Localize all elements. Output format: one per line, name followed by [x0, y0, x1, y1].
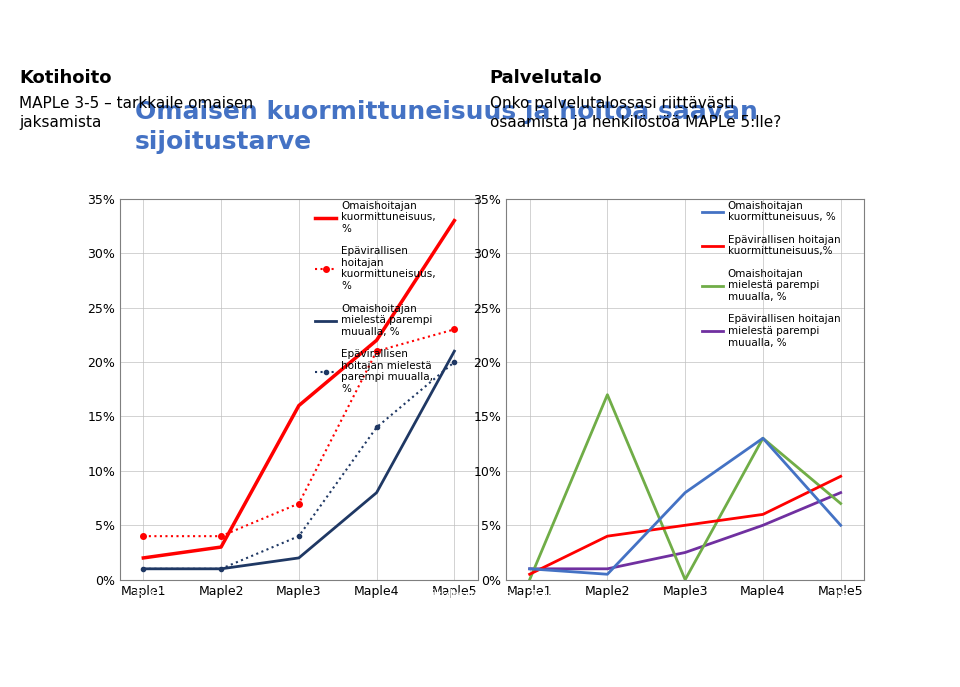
Legend: Omaishoitajan
kuormittuneisuus, %, Epävirallisen hoitajan
kuormittuneisuus,%, Om: Omaishoitajan kuormittuneisuus, %, Epävi…	[698, 196, 845, 352]
Text: 16: 16	[831, 589, 849, 602]
Text: Palvelutalo: Palvelutalo	[490, 69, 602, 87]
Text: MAPLe 3-5 – tarkkaile omaisen
jaksamista: MAPLe 3-5 – tarkkaile omaisen jaksamista	[19, 96, 253, 130]
Text: Esityksen nimi / Tekijä: Esityksen nimi / Tekijä	[416, 589, 568, 602]
Text: Onko palvelutalossasi riittävästi
osaamista ja henkilöstöä MAPLe 5:lle?: Onko palvelutalossasi riittävästi osaami…	[490, 96, 780, 130]
Legend: Omaishoitajan
kuormittuneisuus,
%, Epävirallisen
hoitajan
kuormittuneisuus,
%, O: Omaishoitajan kuormittuneisuus, %, Epävi…	[311, 196, 441, 398]
Text: Omaisen kuormittuneisuus ja hoitoa saavan
sijoitustarve: Omaisen kuormittuneisuus ja hoitoa saava…	[134, 100, 757, 154]
Text: Kotihoito: Kotihoito	[19, 69, 111, 87]
Text: 5.4.2013: 5.4.2013	[134, 589, 196, 602]
